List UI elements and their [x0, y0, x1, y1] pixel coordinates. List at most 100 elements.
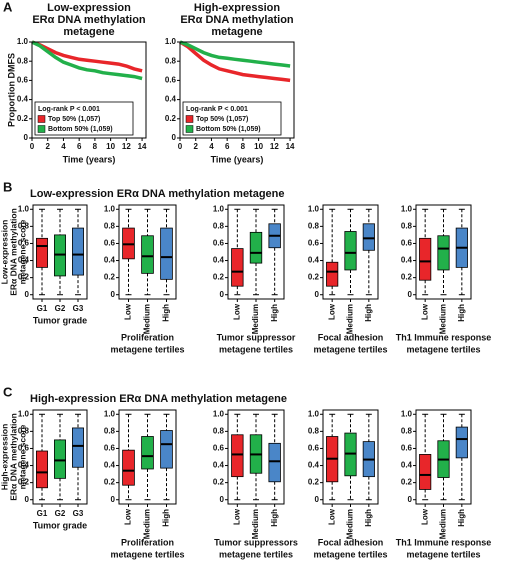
- box: [122, 449, 135, 486]
- x-tick-label: 14: [138, 142, 147, 151]
- x-tick-label: 10: [254, 142, 263, 151]
- y-tick-label: 0.6: [18, 444, 30, 453]
- x-tick-label: 4: [61, 142, 66, 151]
- y-tick-label: 0.4: [401, 256, 413, 265]
- y-tick-label: 0: [220, 290, 225, 299]
- box: [362, 223, 375, 251]
- y-tick-label: 1.0: [18, 409, 30, 418]
- y-tick-label: 0.6: [213, 444, 225, 453]
- x-tick-label: High: [457, 509, 466, 527]
- y-tick-label: 0.4: [18, 461, 30, 470]
- y-tick-label: 0.2: [213, 273, 225, 282]
- legend: [182, 101, 282, 136]
- legend-swatch: [185, 125, 194, 133]
- legend-swatch: [37, 115, 46, 123]
- y-tick-label: 0: [172, 133, 177, 142]
- box: [231, 434, 244, 478]
- x-tick-label: Low: [232, 303, 241, 320]
- y-tick-label: 0: [24, 133, 29, 142]
- chart-title: ERα DNA methylation: [32, 14, 146, 26]
- x-tick-label: High: [457, 304, 466, 322]
- y-tick-label: 0.8: [401, 426, 413, 435]
- y-tick-label: 0.4: [165, 95, 177, 104]
- x-axis-label: Th1 Immune response: [396, 332, 492, 342]
- x-tick-label: Low: [327, 508, 336, 525]
- plot-frame: [415, 204, 472, 300]
- y-tick-label: 0.6: [165, 76, 177, 85]
- x-tick-label: G1: [37, 304, 48, 313]
- y-axis-label: High-expression: [0, 424, 9, 491]
- y-tick-label: 0: [25, 290, 30, 299]
- x-tick-label: 10: [106, 142, 115, 151]
- chart-title: metagene: [211, 26, 262, 38]
- y-tick-label: 0.8: [165, 56, 177, 65]
- y-tick-label: 1.0: [308, 409, 320, 418]
- x-tick-label: High: [364, 509, 373, 527]
- box: [36, 237, 48, 268]
- x-tick-label: Low: [124, 508, 133, 525]
- x-tick-label: 12: [122, 142, 131, 151]
- x-tick-label: Medium: [143, 509, 152, 539]
- box: [419, 454, 432, 490]
- y-axis-label: ERα DNA methylation: [8, 413, 18, 501]
- y-tick-label: 0.6: [104, 239, 116, 248]
- x-tick-label: Medium: [439, 304, 448, 334]
- y-tick-label: 0.2: [213, 478, 225, 487]
- x-tick-label: G1: [37, 509, 48, 518]
- y-axis-label: Low-expression: [0, 220, 9, 285]
- box: [141, 436, 154, 470]
- chart-title: ERα DNA methylation: [180, 14, 294, 26]
- y-tick-label: 0: [220, 495, 225, 504]
- x-axis-label: metagene tertiles: [406, 344, 480, 354]
- legend: [34, 101, 134, 136]
- y-tick-label: 0.2: [104, 478, 116, 487]
- y-tick-label: 0: [111, 495, 116, 504]
- y-tick-label: 0.8: [104, 426, 116, 435]
- y-tick-label: 0.8: [104, 221, 116, 230]
- y-tick-label: 0.4: [213, 461, 225, 470]
- y-tick-label: 0.4: [401, 461, 413, 470]
- x-axis-label: Time (years): [211, 154, 264, 164]
- x-tick-label: High: [270, 509, 279, 527]
- x-axis-label: metagene tertiles: [313, 344, 387, 354]
- section-title: High-expression ERα DNA methylation meta…: [30, 393, 287, 405]
- x-axis-label: metagene tertiles: [110, 549, 184, 559]
- y-tick-label: 0.6: [401, 444, 413, 453]
- x-tick-label: 6: [225, 142, 230, 151]
- panel-label: B: [3, 179, 12, 194]
- y-tick-label: 0: [408, 290, 413, 299]
- x-tick-label: Medium: [439, 509, 448, 539]
- y-tick-label: 0: [315, 290, 320, 299]
- y-axis-label: Proportion DMFS: [6, 53, 16, 127]
- x-axis-label: metagene tertiles: [406, 549, 480, 559]
- y-tick-label: 1.0: [17, 37, 29, 46]
- y-axis-label: ERα DNA methylation: [8, 208, 18, 296]
- y-tick-label: 0.6: [17, 76, 29, 85]
- y-tick-label: 0: [408, 495, 413, 504]
- y-tick-label: 0: [25, 495, 30, 504]
- box: [160, 430, 173, 469]
- x-tick-label: 14: [286, 142, 295, 151]
- y-tick-label: 0.2: [401, 273, 413, 282]
- y-tick-label: 0.8: [213, 221, 225, 230]
- x-axis-label: Tumor suppressors: [214, 537, 298, 547]
- y-tick-label: 0.6: [18, 239, 30, 248]
- plot-frame: [118, 204, 177, 300]
- annotation: Log-rank P < 0.001: [38, 106, 100, 113]
- x-tick-label: Low: [420, 508, 429, 525]
- y-tick-label: 0.2: [18, 273, 30, 282]
- x-tick-label: G3: [73, 304, 84, 313]
- x-tick-label: G2: [55, 509, 66, 518]
- y-tick-label: 0.8: [308, 426, 320, 435]
- y-axis-label: metagene score: [17, 219, 27, 284]
- legend-label: Top 50% (1,057): [196, 116, 248, 123]
- x-tick-label: 6: [77, 142, 82, 151]
- x-tick-label: 8: [93, 142, 98, 151]
- y-tick-label: 0: [315, 495, 320, 504]
- x-axis-label: Proliferation: [121, 332, 174, 342]
- y-tick-label: 1.0: [165, 37, 177, 46]
- x-tick-label: Low: [327, 303, 336, 320]
- survival-curve: [179, 40, 291, 68]
- y-tick-label: 1.0: [104, 409, 116, 418]
- chart-title: metagene: [63, 26, 114, 38]
